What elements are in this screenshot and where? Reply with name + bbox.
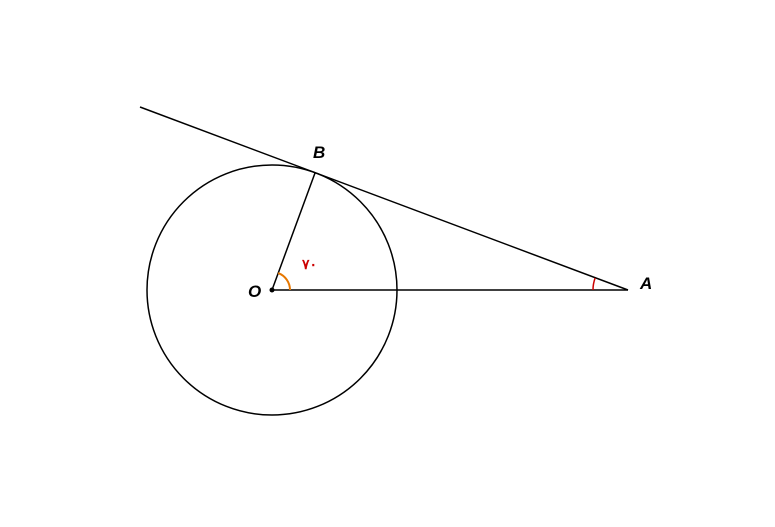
geometry-svg [0,0,775,527]
label-A: A [640,274,652,294]
angle-arc-A [593,278,595,290]
angle-arc-O [278,273,290,290]
label-O: O [248,282,261,302]
center-dot [270,288,275,293]
tangent-line [140,107,628,290]
angle-label-70: ٧٠ [302,256,317,273]
label-B: B [313,143,325,163]
